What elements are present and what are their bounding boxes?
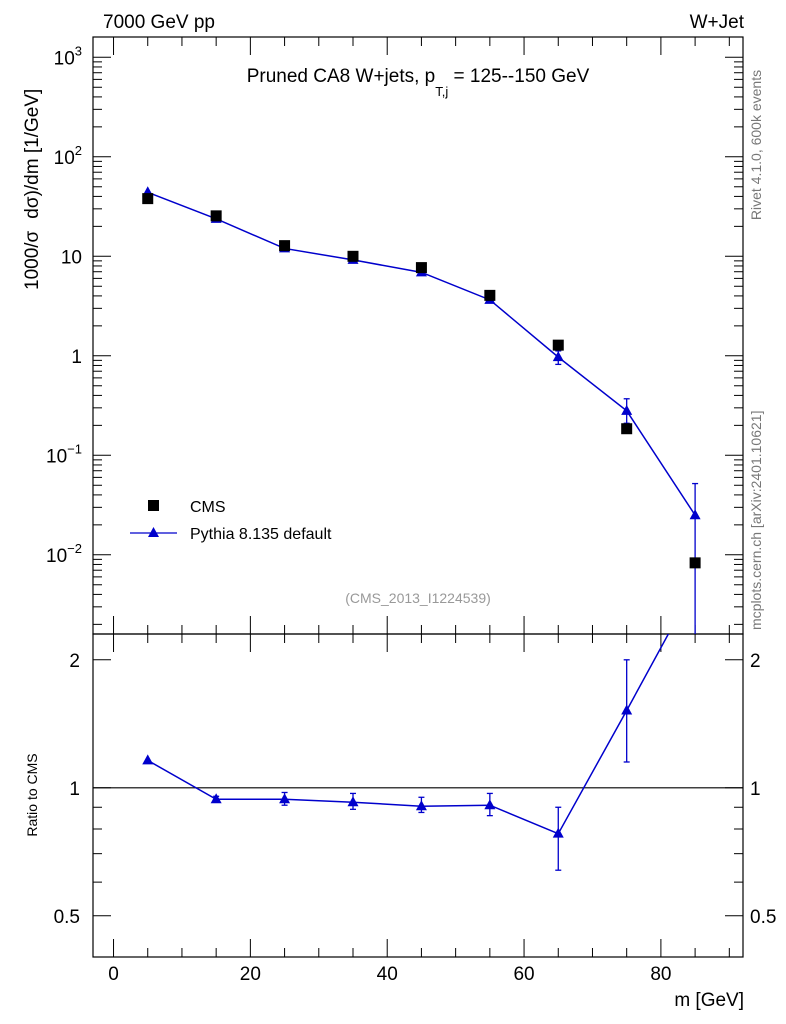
cms-point: [210, 210, 222, 222]
mc-point: [552, 351, 564, 362]
ratio-line: [147, 634, 670, 835]
legend-cms-label: CMS: [190, 499, 226, 516]
main-panel-frame: [92, 36, 744, 635]
legend: CMS Pythia 8.135 default: [130, 499, 332, 543]
x-tick-label: 80: [650, 964, 671, 985]
main-series-layer: [142, 186, 701, 634]
ratio-ytick-label-right: 0.5: [750, 907, 776, 928]
cms-point: [484, 289, 496, 301]
ratio-panel-frame: [92, 633, 744, 958]
ratio-series-layer: [142, 634, 670, 871]
ratio-point: [142, 754, 154, 765]
header-energy: 7000 GeV pp: [103, 12, 215, 33]
ratio-ytick-label-right: 1: [750, 779, 761, 800]
chart-title-subscript: T,j: [435, 84, 448, 99]
cms-point: [279, 240, 291, 252]
mc-point: [689, 509, 701, 520]
cms-point: [689, 557, 701, 569]
ratio-point: [621, 704, 633, 715]
ratio-point: [415, 800, 427, 811]
cms-point: [142, 193, 154, 205]
ratio-ylabel: Ratio to CMS: [24, 753, 40, 836]
ratio-ytick-label-left: 2: [69, 651, 80, 672]
main-ytick-label: 103: [54, 43, 82, 69]
legend-cms-marker: [148, 500, 159, 511]
header-process: W+Jet: [690, 12, 745, 33]
chart-title: Pruned CA8 W+jets, pT,j = 125--150 GeV: [247, 66, 590, 99]
legend-pythia-label: Pythia 8.135 default: [190, 526, 332, 543]
x-tick-label: 40: [377, 964, 398, 985]
main-ytick-label: 10: [61, 247, 82, 268]
ratio-ytick-label-left: 0.5: [54, 907, 80, 928]
main-ylabel-part1: 1000/σ: [22, 230, 43, 290]
main-ytick-label: 10−2: [46, 541, 82, 567]
ratio-point: [210, 793, 222, 804]
mc-point: [621, 404, 633, 415]
chart-title-tail: = 125--150 GeV: [448, 66, 589, 87]
ratio-point: [552, 827, 564, 838]
mc-line: [147, 191, 696, 516]
cms-point: [347, 250, 359, 262]
ratio-ytick-label-right: 2: [750, 651, 761, 672]
chart-title-main: Pruned CA8 W+jets, p: [247, 66, 436, 87]
ratio-point: [484, 799, 496, 810]
analysis-label: (CMS_2013_I1224539): [345, 590, 491, 606]
legend-pythia-marker: [148, 527, 159, 537]
main-ylabel-part2: dσ)/dm [1/GeV]: [22, 89, 43, 219]
cms-point: [621, 423, 633, 435]
ratio-ytick-label-left: 1: [69, 779, 80, 800]
x-axis-label: m [GeV]: [674, 990, 744, 1011]
x-tick-label: 60: [513, 964, 534, 985]
ratio-point: [279, 793, 291, 804]
main-ytick-label: 102: [54, 143, 82, 169]
source-label: mcplots.cern.ch [arXiv:2401.10621]: [748, 411, 764, 630]
cms-point: [415, 262, 427, 274]
x-tick-label: 0: [108, 964, 119, 985]
main-ylabel: 1000/σ dσ)/dm [1/GeV]: [22, 89, 43, 290]
cms-point: [552, 339, 564, 351]
ratio-axis-ticks: 0.5 0.51 12 20 20 40 60 80: [54, 634, 776, 985]
x-tick-label: 20: [240, 964, 261, 985]
main-ytick-label: 1: [71, 347, 82, 368]
main-ytick-label: 10−1: [46, 441, 82, 467]
rivet-label: Rivet 4.1.0, 600k events: [748, 70, 764, 220]
ratio-point: [347, 796, 359, 807]
